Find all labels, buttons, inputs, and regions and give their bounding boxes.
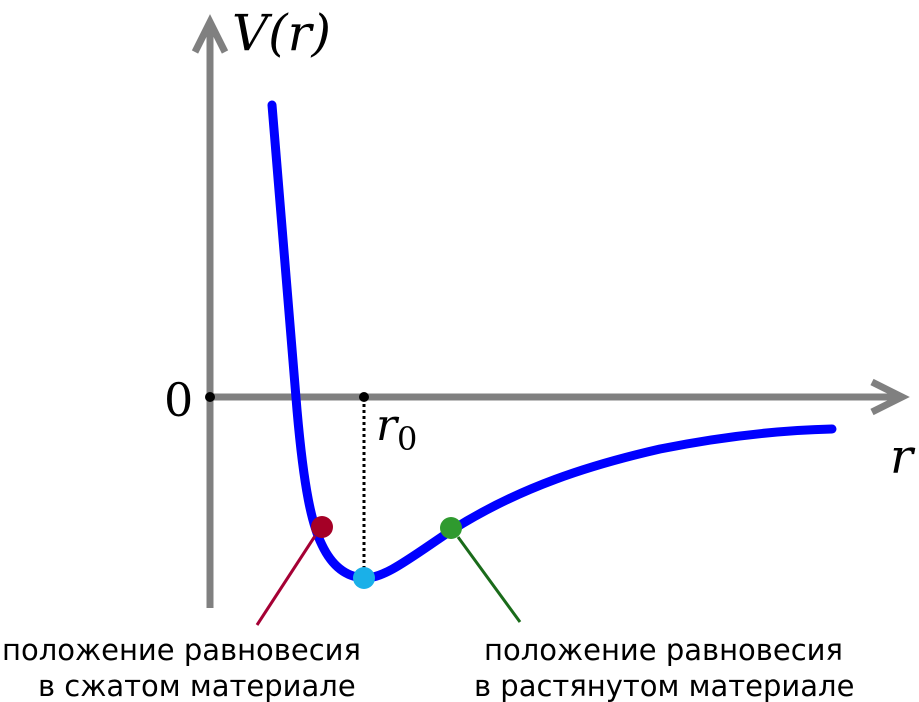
minimum-equilibrium-point bbox=[353, 567, 375, 589]
x-axis-label: r bbox=[890, 429, 916, 485]
compressed-caption-line2: в сжатом материале bbox=[38, 669, 356, 702]
stretched-caption-line1: положение равновесия bbox=[484, 633, 843, 667]
stretched-leader-line bbox=[456, 536, 522, 623]
potential-curve bbox=[267, 100, 837, 583]
stretched-caption-line2: в растянутом материале bbox=[474, 669, 854, 702]
y-axis-label: V(r) bbox=[232, 4, 331, 62]
r0-dot bbox=[359, 392, 369, 402]
compressed-equilibrium-point bbox=[311, 516, 333, 538]
compressed-leader-line bbox=[255, 535, 317, 626]
y-axis-arrowhead bbox=[191, 14, 229, 54]
r0-label: r0 bbox=[376, 400, 417, 458]
x-axis-arrowhead bbox=[870, 378, 910, 416]
origin-label: 0 bbox=[164, 373, 193, 427]
stretched-equilibrium-point bbox=[440, 517, 462, 539]
compressed-caption-line1: положение равновесия bbox=[2, 633, 361, 667]
origin-dot bbox=[205, 392, 215, 402]
